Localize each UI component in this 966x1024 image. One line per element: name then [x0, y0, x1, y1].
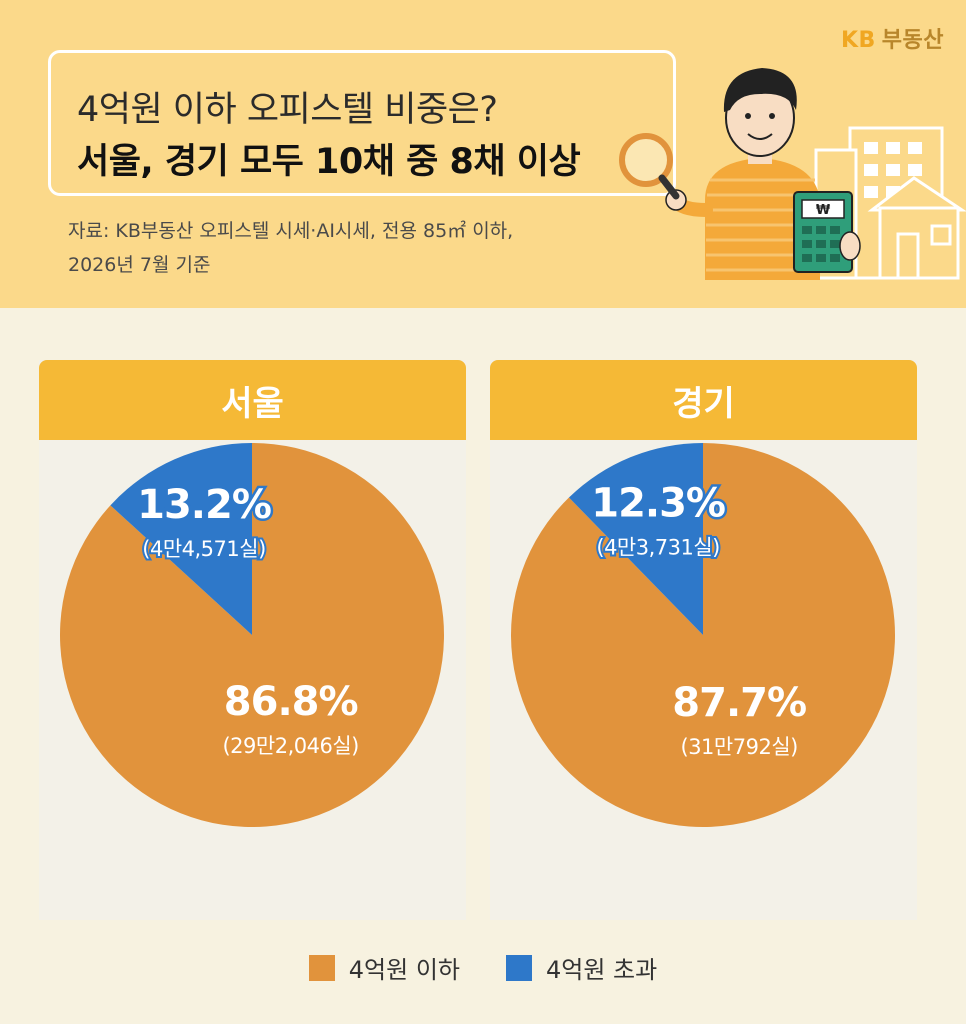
header-banner: KB 부동산 4억원 이하 오피스텔 비중은? 서울, 경기 모두 10채 중 8… — [0, 0, 966, 308]
seoul-panel-title: 서울 — [39, 360, 466, 440]
gyeonggi-panel: 경기 87.7% (31만792실) 12.3% (4만3,731실) — [490, 360, 917, 920]
pct-label-below: 86.8% — [224, 679, 358, 725]
legend-swatch-above — [506, 954, 532, 981]
source-line-2: 2026년 7월 기준 — [68, 254, 211, 276]
legend-item-above: 4억원 초과 — [506, 950, 657, 985]
seoul-panel: 서울 86.8% (29만2,046실) 13.2% (4만4,571실) — [39, 360, 466, 920]
house-icon — [867, 176, 966, 280]
legend-label-below: 4억원 이하 — [348, 956, 460, 984]
magnifier-icon — [619, 133, 680, 200]
calculator-icon: ₩ — [793, 191, 861, 273]
brand-name: 부동산 — [881, 28, 944, 53]
count-label-above: (4만3,731실) — [596, 536, 720, 560]
title-box: 4억원 이하 오피스텔 비중은? 서울, 경기 모두 10채 중 8채 이상 — [48, 50, 676, 196]
calculator-symbol: ₩ — [816, 203, 831, 218]
title-headline: 서울, 경기 모두 10채 중 8채 이상 — [77, 142, 581, 182]
gyeonggi-panel-title: 경기 — [490, 360, 917, 440]
illustration: ₩ — [619, 68, 966, 280]
seoul-pie-chart: 86.8% (29만2,046실) 13.2% (4만4,571실) — [60, 443, 444, 827]
pct-label-above: 12.3% — [591, 481, 725, 527]
pie-slice-above — [568, 443, 703, 635]
legend: 4억원 이하 4억원 초과 — [0, 950, 966, 985]
brand-logo: KB 부동산 — [841, 22, 944, 54]
person-icon — [665, 68, 820, 280]
legend-swatch-below — [308, 954, 335, 981]
legend-label-above: 4억원 초과 — [546, 956, 658, 984]
pct-label-below: 87.7% — [672, 680, 806, 726]
count-label-below: (31만792실) — [681, 735, 798, 759]
count-label-below: (29만2,046실) — [222, 734, 358, 758]
source-line-1: 자료: KB부동산 오피스텔 시세·AI시세, 전용 85㎡ 이하, — [68, 220, 514, 242]
source-note: 자료: KB부동산 오피스텔 시세·AI시세, 전용 85㎡ 이하, 2026년… — [68, 214, 668, 282]
brand-kb: KB — [840, 28, 876, 53]
gyeonggi-pie-chart: 87.7% (31만792실) 12.3% (4만3,731실) — [511, 443, 895, 827]
count-label-above: (4만4,571실) — [142, 537, 266, 561]
title-question: 4억원 이하 오피스텔 비중은? — [77, 90, 498, 130]
pie-slice-above — [110, 443, 252, 635]
legend-item-below: 4억원 이하 — [308, 950, 460, 985]
pct-label-above: 13.2% — [137, 482, 271, 528]
